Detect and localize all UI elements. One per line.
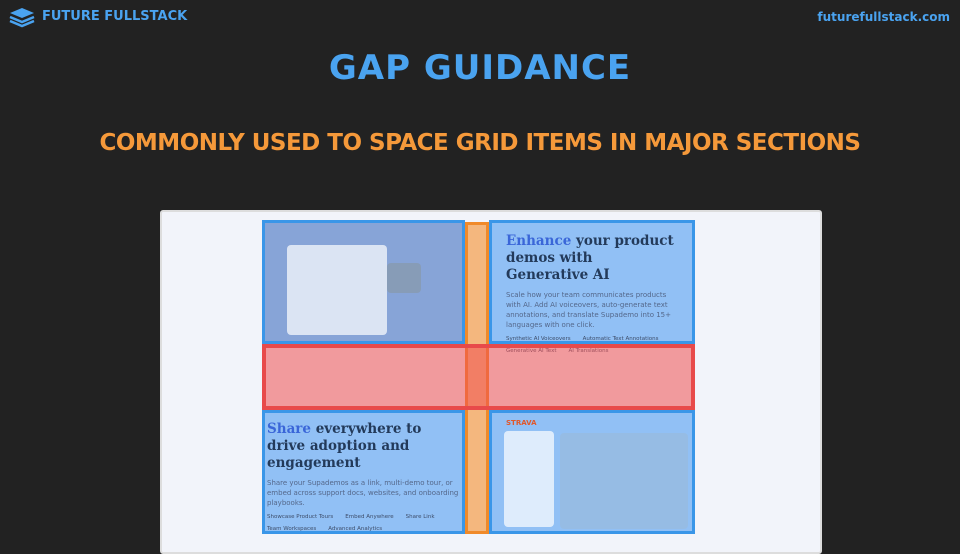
grid-cell: STRAVA	[489, 410, 695, 534]
subtitle: COMMONLY USED TO SPACE GRID ITEMS IN MAJ…	[99, 130, 861, 156]
heading-rest: everywhere to drive adoption and engagem…	[267, 421, 422, 471]
heading-highlight: Share	[267, 421, 312, 437]
mock-sidebar	[504, 431, 554, 527]
feature-chip: Team Workspaces	[267, 526, 317, 532]
title: GAP GUIDANCE	[328, 48, 632, 88]
feature-chip: Synthetic AI Voiceovers	[506, 336, 571, 342]
heading-highlight: Enhance	[506, 233, 572, 249]
screenshot: Enhance your product demos with Generati…	[160, 210, 822, 554]
grid-cell	[262, 220, 465, 344]
heading: Enhance your product demos with Generati…	[506, 233, 678, 284]
mock-tooltip	[387, 263, 421, 293]
strava-logo: STRAVA	[506, 419, 537, 427]
row-gap	[262, 344, 695, 410]
description: Share your Supademos as a link, multi-de…	[267, 479, 459, 507]
feature-chip: Automatic Text Annotations	[582, 336, 659, 342]
mock-modal	[287, 245, 387, 335]
logo-icon	[9, 8, 35, 28]
feature-chip: Share Link	[405, 514, 435, 520]
heading: Share everywhere to drive adoption and e…	[267, 421, 460, 472]
mock-map	[560, 433, 688, 529]
feature-chip: Advanced Analytics	[328, 526, 383, 532]
brand: FUTURE FULLSTACK	[42, 9, 188, 24]
url: futurefullstack.com	[817, 10, 950, 24]
description: Scale how your team communicates product…	[506, 291, 671, 329]
features: Showcase Product Tours Embed Anywhere Shar…	[267, 514, 460, 532]
page: FUTURE FULLSTACK futurefullstack.com GAP…	[9, 8, 950, 554]
grid-cell: Share everywhere to drive adoption and e…	[262, 410, 465, 534]
heading-rest: your product demos with Generative AI	[506, 233, 674, 283]
feature-chip: Embed Anywhere	[345, 514, 394, 520]
grid-cell: Enhance your product demos with Generati…	[489, 220, 695, 354]
feature-chip: Showcase Product Tours	[267, 514, 334, 520]
